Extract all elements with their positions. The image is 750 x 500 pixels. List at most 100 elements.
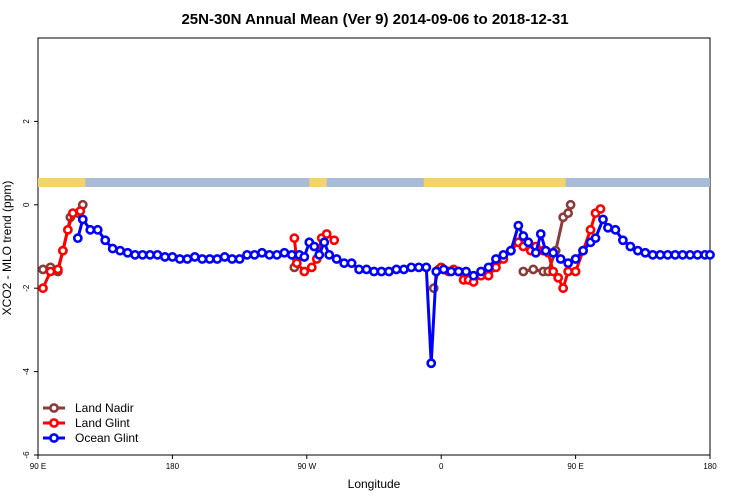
y-tick-label: -4 (22, 367, 31, 375)
data-point (234, 254, 245, 264)
data-point (555, 254, 566, 264)
data-point (361, 264, 372, 275)
data-point (38, 283, 48, 294)
data-point (595, 204, 606, 214)
data-point (272, 249, 282, 260)
data-point (483, 262, 494, 273)
x-axis: 90 E 180 90 W 0 90 E 180 (30, 455, 717, 471)
series-line (76, 217, 710, 365)
data-point (182, 254, 193, 264)
x-tick-label: 180 (166, 462, 180, 471)
data-point (505, 245, 516, 256)
data-point (107, 243, 118, 254)
data-point (160, 252, 170, 262)
data-point (309, 241, 320, 252)
legend-swatch-point (49, 403, 59, 413)
land-segment (38, 178, 86, 187)
land-segment (309, 178, 327, 187)
data-point (289, 233, 300, 244)
data-point (306, 262, 317, 273)
data-point (565, 199, 576, 210)
data-point (145, 249, 155, 260)
data-point (45, 266, 56, 277)
data-point (563, 258, 574, 269)
data-point (384, 266, 394, 277)
data-point (324, 249, 335, 260)
series-layer (38, 199, 715, 369)
data-point (491, 262, 501, 273)
data-point (331, 254, 342, 264)
data-point (257, 247, 267, 258)
data-point (299, 252, 310, 262)
data-point (421, 262, 432, 273)
data-point (498, 249, 509, 260)
data-point (321, 229, 332, 239)
data-point (518, 266, 529, 277)
land-ocean-strip (38, 178, 710, 187)
x-tick-label: 90 E (567, 462, 583, 471)
x-axis-label: Longitude (348, 477, 401, 491)
ocean-band (38, 178, 710, 187)
y-tick-label: 0 (22, 202, 31, 207)
data-point (640, 247, 651, 258)
data-point (655, 249, 666, 260)
data-point (391, 264, 402, 275)
chart-title: 25N-30N Annual Mean (Ver 9) 2014-09-06 t… (181, 11, 568, 28)
data-point (57, 245, 68, 256)
data-point (491, 254, 501, 264)
data-point (705, 249, 715, 260)
data-point (286, 249, 297, 260)
data-point (647, 249, 658, 260)
data-point (518, 231, 529, 241)
data-point (438, 264, 449, 275)
data-point (563, 266, 574, 277)
data-point (483, 270, 494, 281)
data-point (632, 245, 643, 256)
data-point (137, 249, 148, 260)
data-point (461, 266, 471, 277)
data-point (197, 254, 208, 264)
data-point (130, 249, 140, 260)
data-point (426, 358, 437, 369)
data-point (67, 208, 78, 219)
data-point (85, 224, 96, 235)
data-point (535, 229, 546, 239)
data-point (212, 254, 223, 264)
data-point (227, 254, 238, 264)
data-point (339, 258, 350, 269)
data-point (189, 252, 200, 262)
legend-item: Ocean Glint (43, 431, 139, 445)
data-point (563, 208, 574, 219)
data-point (369, 266, 379, 277)
y-tick-label: -6 (22, 451, 31, 459)
data-point (625, 241, 636, 252)
data-point (291, 258, 302, 269)
data-point (249, 249, 260, 260)
legend-swatch-point (49, 418, 59, 428)
y-axis-label: XCO2 - MLO trend (ppm) (0, 181, 14, 316)
plot-area (37, 37, 711, 456)
data-point (662, 249, 673, 260)
data-point (204, 254, 215, 264)
data-point (446, 266, 457, 277)
data-point (346, 258, 357, 269)
data-point (585, 224, 596, 235)
data-point (610, 224, 621, 235)
data-point (476, 266, 486, 277)
data-point (692, 249, 703, 260)
data-point (152, 249, 163, 260)
data-point (590, 233, 601, 244)
x-tick-label: 0 (439, 462, 444, 471)
data-point (431, 266, 442, 277)
data-point (570, 266, 581, 277)
data-point (354, 264, 364, 275)
data-point (376, 266, 387, 277)
data-point (617, 235, 628, 246)
legend-label: Land Glint (75, 416, 130, 430)
series-ocean-glint (72, 214, 715, 369)
data-point (603, 222, 613, 233)
data-point (548, 266, 559, 277)
legend-swatch-point (49, 433, 59, 443)
data-point (329, 235, 340, 246)
data-point (77, 214, 88, 225)
